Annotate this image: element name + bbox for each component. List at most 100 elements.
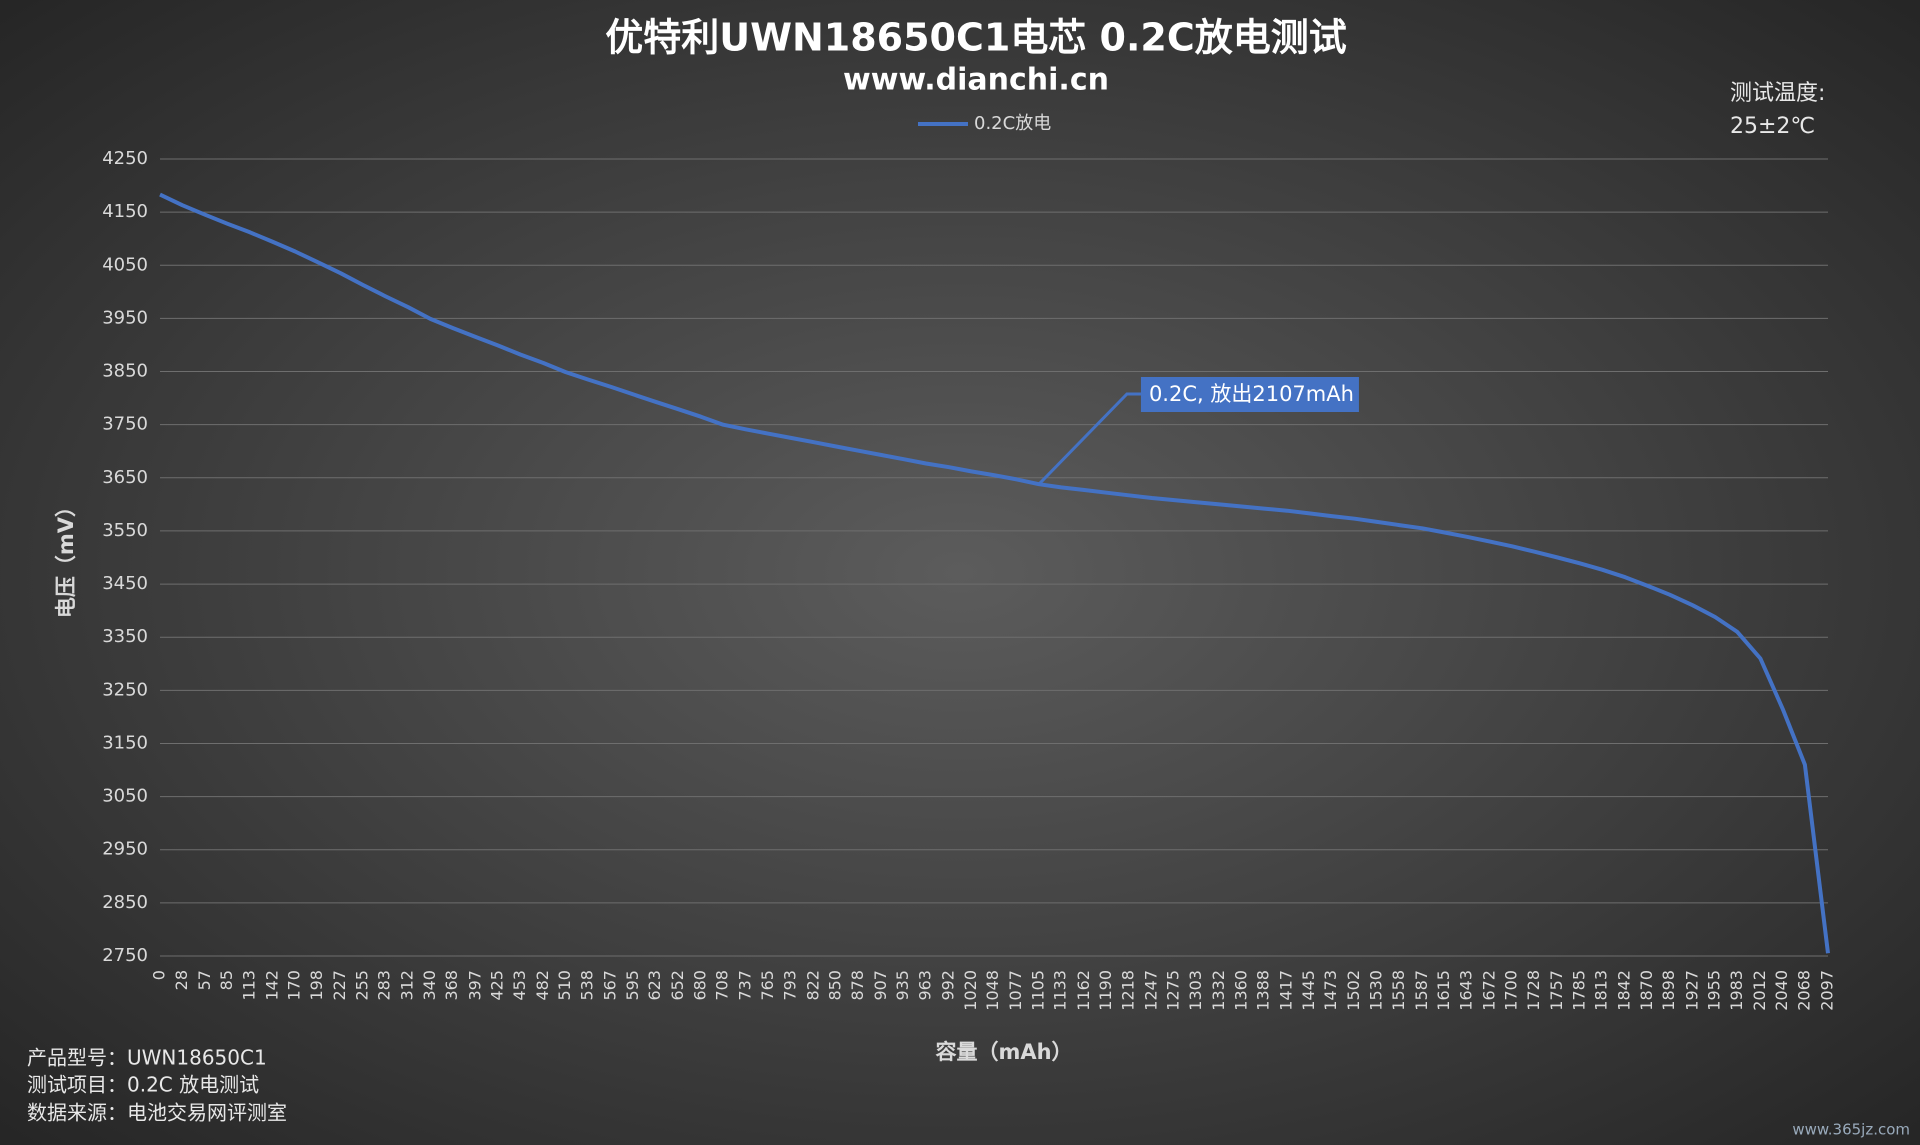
legend-label: 0.2C放电	[974, 113, 1051, 134]
x-tick-label: 2040	[1772, 970, 1791, 1011]
x-tick-label: 1218	[1118, 970, 1137, 1011]
x-tick-label: 340	[420, 970, 439, 1001]
x-tick-label: 1615	[1434, 970, 1453, 1011]
x-tick-label: 1530	[1366, 970, 1385, 1011]
x-tick-label: 963	[915, 970, 934, 1001]
x-tick-label: 1870	[1637, 970, 1656, 1011]
x-tick-label: 935	[893, 970, 912, 1001]
x-tick-label: 312	[398, 970, 417, 1001]
x-tick-label: 1672	[1479, 970, 1498, 1011]
x-tick-label: 1927	[1682, 970, 1701, 1011]
x-tick-label: 2097	[1818, 970, 1837, 1011]
temperature-note: 测试温度:	[1730, 81, 1825, 106]
y-tick-label: 2950	[102, 839, 148, 860]
annotation-box	[1140, 377, 1359, 412]
x-tick-label: 1728	[1524, 970, 1543, 1011]
y-tick-label: 3050	[102, 786, 148, 807]
x-tick-label: 1898	[1659, 970, 1678, 1011]
x-tick-label: 652	[668, 970, 687, 1001]
x-tick-label: 142	[262, 970, 281, 1001]
y-tick-label: 4050	[102, 254, 148, 275]
x-tick-label: 1247	[1141, 970, 1160, 1011]
x-tick-label: 595	[623, 970, 642, 1001]
x-tick-label: 1190	[1096, 970, 1115, 1011]
x-tick-label: 992	[939, 970, 958, 1001]
x-tick-label: 1558	[1389, 970, 1408, 1011]
x-tick-label: 2068	[1794, 970, 1813, 1011]
x-tick-label: 1303	[1186, 970, 1205, 1011]
x-tick-label: 1785	[1569, 970, 1588, 1011]
annotation-label: 0.2C, 放出2107mAh	[1149, 382, 1354, 406]
x-tick-label: 1360	[1231, 970, 1250, 1011]
x-tick-label: 1643	[1456, 970, 1475, 1011]
x-tick-label: 1700	[1502, 970, 1521, 1011]
y-tick-label: 3550	[102, 520, 148, 541]
watermark: www.365jz.com	[1792, 1121, 1910, 1139]
data-line	[159, 192, 1830, 954]
y-tick-label: 3150	[102, 732, 148, 753]
y-tick-label: 2850	[102, 892, 148, 913]
x-tick-label: 2012	[1750, 970, 1769, 1011]
x-tick-label: 170	[285, 970, 304, 1001]
x-tick-label: 227	[330, 970, 349, 1001]
y-tick-label: 3950	[102, 307, 148, 328]
annotation-leader	[1037, 392, 1141, 486]
x-tick-label: 368	[442, 970, 461, 1001]
x-tick-label: 567	[601, 970, 620, 1001]
y-tick-label: 3650	[102, 467, 148, 488]
x-tick-label: 0	[150, 970, 169, 980]
x-tick-label: 1417	[1277, 970, 1296, 1011]
note: 测试项目：0.2C 放电测试	[27, 1073, 259, 1097]
x-tick-label: 1445	[1299, 970, 1318, 1011]
y-tick-label: 3450	[102, 573, 148, 594]
x-tick-label: 255	[352, 970, 371, 1001]
x-tick-label: 1955	[1705, 970, 1724, 1011]
y-axis-label: 电压（mV）	[54, 496, 78, 618]
x-tick-label: 1983	[1727, 970, 1746, 1011]
x-tick-label: 538	[577, 970, 596, 1001]
y-tick-label: 3250	[102, 679, 148, 700]
x-tick-label: 1757	[1547, 970, 1566, 1011]
x-tick-label: 1077	[1006, 970, 1025, 1011]
x-tick-label: 1133	[1051, 970, 1070, 1011]
x-tick-label: 1502	[1344, 970, 1363, 1011]
x-tick-label: 397	[465, 970, 484, 1001]
x-tick-label: 737	[736, 970, 755, 1001]
x-tick-label: 1275	[1164, 970, 1183, 1011]
x-tick-label: 28	[172, 970, 191, 990]
x-tick-label: 425	[488, 970, 507, 1001]
x-tick-label: 283	[375, 970, 394, 1001]
y-tick-label: 2750	[102, 945, 148, 966]
y-tick-label: 3750	[102, 414, 148, 435]
x-tick-label: 708	[713, 970, 732, 1001]
x-tick-label: 453	[510, 970, 529, 1001]
note: 产品型号：UWN18650C1	[27, 1046, 267, 1070]
chart-title: 优特利UWN18650C1电芯 0.2C放电测试	[605, 16, 1347, 60]
x-tick-label: 510	[555, 970, 574, 1001]
x-tick-label: 1332	[1209, 970, 1228, 1011]
y-tick-label: 4250	[102, 148, 148, 169]
x-tick-label: 1020	[961, 970, 980, 1011]
y-tick-label: 4150	[102, 201, 148, 222]
x-tick-label: 482	[533, 970, 552, 1001]
x-tick-label: 878	[848, 970, 867, 1001]
temperature-note: 25±2℃	[1730, 114, 1815, 139]
x-tick-label: 907	[871, 970, 890, 1001]
x-tick-label: 623	[645, 970, 664, 1001]
x-tick-label: 1587	[1412, 970, 1431, 1011]
x-tick-label: 113	[239, 970, 258, 1001]
x-tick-label: 1842	[1615, 970, 1634, 1011]
y-tick-label: 3350	[102, 626, 148, 647]
x-tick-label: 822	[803, 970, 822, 1001]
x-tick-label: 1048	[983, 970, 1002, 1011]
x-tick-label: 1388	[1254, 970, 1273, 1011]
x-tick-label: 57	[195, 970, 214, 990]
x-tick-label: 765	[758, 970, 777, 1001]
note: 数据来源：电池交易网评测室	[27, 1101, 287, 1125]
x-tick-label: 198	[307, 970, 326, 1001]
x-tick-label: 793	[780, 970, 799, 1001]
x-tick-label: 85	[217, 970, 236, 990]
